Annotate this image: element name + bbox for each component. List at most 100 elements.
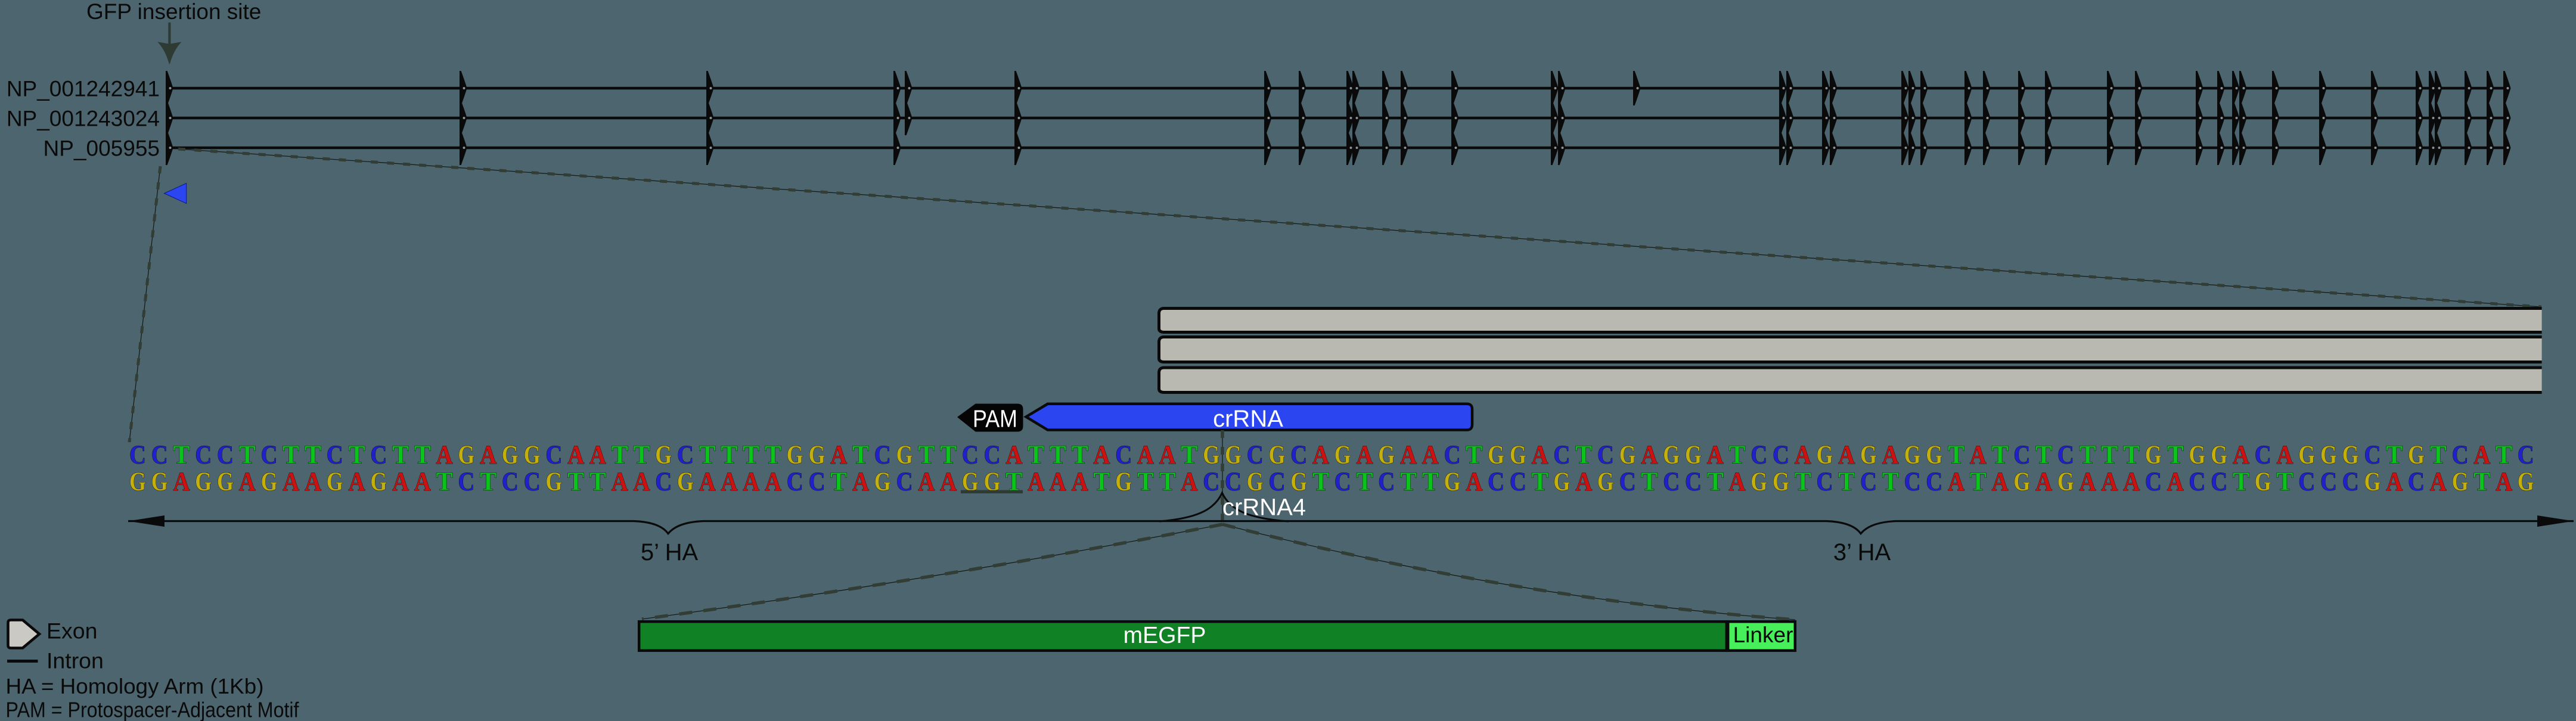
svg-text:A: A bbox=[743, 467, 759, 496]
svg-text:C: C bbox=[129, 440, 146, 470]
svg-text:C: C bbox=[261, 440, 278, 470]
svg-text:G: G bbox=[1269, 440, 1286, 470]
svg-text:A: A bbox=[612, 467, 628, 496]
svg-text:A: A bbox=[1707, 440, 1724, 470]
svg-text:A: A bbox=[1992, 467, 2009, 496]
svg-text:C: C bbox=[151, 440, 168, 470]
svg-text:A: A bbox=[1357, 440, 1373, 470]
svg-text:NP_005955: NP_005955 bbox=[44, 136, 160, 161]
svg-text:G: G bbox=[1444, 467, 1461, 496]
svg-text:G: G bbox=[1926, 440, 1942, 470]
svg-text:A: A bbox=[2101, 467, 2118, 496]
svg-text:G: G bbox=[2145, 440, 2162, 470]
svg-text:A: A bbox=[1729, 467, 1746, 496]
svg-text:T: T bbox=[2101, 440, 2118, 470]
svg-text:G: G bbox=[1488, 440, 1504, 470]
svg-text:G: G bbox=[787, 440, 803, 470]
svg-text:T: T bbox=[1072, 440, 1088, 470]
svg-text:A: A bbox=[940, 467, 957, 496]
svg-text:G: G bbox=[1773, 467, 1789, 496]
svg-text:A: A bbox=[1882, 440, 1899, 470]
svg-text:T: T bbox=[1641, 467, 1658, 496]
svg-text:G: G bbox=[458, 440, 474, 470]
svg-text:A: A bbox=[1422, 440, 1439, 470]
svg-text:C: C bbox=[1334, 467, 1351, 496]
svg-text:G: G bbox=[2452, 467, 2469, 496]
svg-text:NP_001242941: NP_001242941 bbox=[7, 77, 160, 101]
svg-text:C: C bbox=[1269, 467, 1286, 496]
svg-text:T: T bbox=[721, 440, 738, 470]
svg-text:C: C bbox=[2189, 467, 2205, 496]
svg-text:T: T bbox=[283, 440, 299, 470]
svg-text:G: G bbox=[1685, 440, 1702, 470]
svg-text:A: A bbox=[1072, 467, 1088, 496]
svg-text:C: C bbox=[2518, 440, 2534, 470]
svg-text:G: G bbox=[874, 467, 891, 496]
svg-text:T: T bbox=[2123, 440, 2140, 470]
svg-text:C: C bbox=[874, 440, 891, 470]
svg-text:G: G bbox=[524, 440, 541, 470]
svg-text:C: C bbox=[2342, 467, 2359, 496]
svg-text:Intron: Intron bbox=[46, 648, 104, 673]
svg-text:A: A bbox=[721, 467, 738, 496]
svg-text:A: A bbox=[2123, 467, 2140, 496]
svg-text:A: A bbox=[1575, 467, 1592, 496]
svg-text:G: G bbox=[370, 467, 387, 496]
svg-text:T: T bbox=[1466, 440, 1482, 470]
svg-text:T: T bbox=[940, 440, 957, 470]
svg-text:A: A bbox=[1400, 440, 1417, 470]
svg-text:T: T bbox=[2035, 440, 2052, 470]
svg-text:C: C bbox=[1619, 467, 1636, 496]
svg-text:C: C bbox=[1663, 467, 1680, 496]
svg-text:A: A bbox=[2386, 467, 2403, 496]
svg-text:G: G bbox=[1378, 440, 1395, 470]
svg-text:T: T bbox=[830, 467, 847, 496]
svg-text:G: G bbox=[2518, 467, 2534, 496]
svg-text:T: T bbox=[743, 440, 759, 470]
svg-text:G: G bbox=[809, 440, 825, 470]
svg-text:G: G bbox=[2364, 467, 2381, 496]
svg-text:5’ HA: 5’ HA bbox=[641, 539, 699, 565]
svg-text:A: A bbox=[1641, 440, 1658, 470]
svg-text:T: T bbox=[392, 440, 409, 470]
svg-text:A: A bbox=[305, 467, 321, 496]
svg-text:G: G bbox=[1619, 440, 1636, 470]
svg-text:C: C bbox=[1488, 467, 1504, 496]
svg-text:C: C bbox=[2364, 440, 2381, 470]
svg-text:G: G bbox=[195, 467, 212, 496]
svg-text:A: A bbox=[392, 467, 409, 496]
svg-text:C: C bbox=[2408, 467, 2425, 496]
svg-text:A: A bbox=[2233, 440, 2249, 470]
svg-text:Exon: Exon bbox=[46, 619, 97, 644]
svg-text:crRNA4: crRNA4 bbox=[1222, 495, 1306, 521]
svg-text:G: G bbox=[2408, 440, 2425, 470]
svg-text:G: G bbox=[1597, 467, 1614, 496]
svg-text:HA = Homology Arm (1Kb): HA = Homology Arm (1Kb) bbox=[6, 674, 264, 698]
svg-text:A: A bbox=[2430, 467, 2447, 496]
svg-text:T: T bbox=[1729, 440, 1746, 470]
svg-text:T: T bbox=[1948, 440, 1964, 470]
svg-text:C: C bbox=[1553, 440, 1570, 470]
svg-text:G: G bbox=[2342, 440, 2359, 470]
svg-text:T: T bbox=[765, 440, 781, 470]
svg-text:C: C bbox=[2145, 467, 2162, 496]
svg-text:T: T bbox=[1137, 467, 1154, 496]
svg-text:PAM = Protospacer-Adjacent Mot: PAM = Protospacer-Adjacent Motif bbox=[6, 698, 300, 721]
svg-text:G: G bbox=[1751, 467, 1767, 496]
svg-text:G: G bbox=[1510, 440, 1526, 470]
svg-text:C: C bbox=[1860, 467, 1877, 496]
svg-text:T: T bbox=[2473, 467, 2490, 496]
svg-text:C: C bbox=[1290, 440, 1307, 470]
svg-text:C: C bbox=[2452, 440, 2469, 470]
svg-text:T: T bbox=[1422, 467, 1439, 496]
svg-text:A: A bbox=[634, 467, 650, 496]
svg-text:T: T bbox=[2080, 440, 2096, 470]
svg-text:A: A bbox=[1795, 440, 1811, 470]
svg-text:C: C bbox=[809, 467, 825, 496]
svg-text:C: C bbox=[1225, 467, 1242, 496]
svg-text:A: A bbox=[2277, 440, 2293, 470]
svg-text:C: C bbox=[458, 467, 474, 496]
svg-text:A: A bbox=[1159, 440, 1176, 470]
svg-text:A: A bbox=[1137, 440, 1154, 470]
svg-text:C: C bbox=[787, 467, 803, 496]
